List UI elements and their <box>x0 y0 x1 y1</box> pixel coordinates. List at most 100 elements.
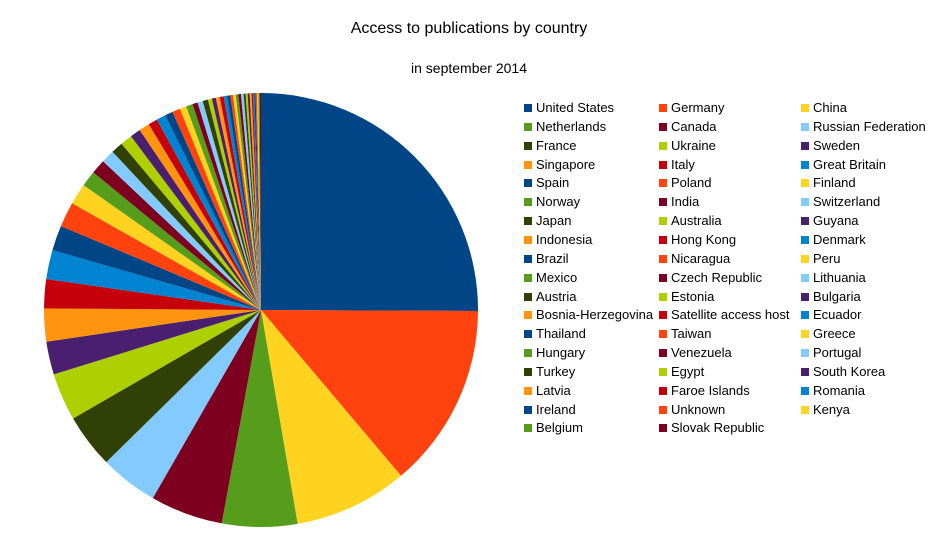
legend-swatch <box>524 141 532 150</box>
legend-swatch <box>659 235 667 244</box>
legend-label: Ecuador <box>813 307 862 323</box>
legend-swatch <box>659 349 667 358</box>
legend-swatch <box>659 367 667 376</box>
pie-slice-egypt <box>245 93 261 310</box>
legend-swatch <box>524 160 532 169</box>
legend-swatch <box>801 141 809 150</box>
pie-slice-portugal <box>240 93 261 310</box>
pie-slice-peru <box>179 106 261 310</box>
pie-slice-united-states <box>261 92 479 312</box>
legend-label: Lithuania <box>813 269 866 285</box>
legend-swatch <box>659 104 667 112</box>
legend-label: Unknown <box>671 401 726 417</box>
legend-swatch <box>659 424 667 433</box>
legend-swatch <box>524 292 532 301</box>
legend-label: Denmark <box>813 231 866 247</box>
legend-label: South Korea <box>813 363 886 379</box>
pie-slice-thailand <box>226 95 261 310</box>
pie-slice-ireland <box>254 93 261 310</box>
pie-slice-guyana <box>130 130 261 310</box>
legend-label: Slovak Republic <box>671 420 765 436</box>
legend-label: Peru <box>813 250 841 266</box>
legend-label: Latvia <box>536 382 571 398</box>
legend-swatch <box>524 367 532 376</box>
legend-swatch <box>524 273 532 282</box>
pie-slice-hungary <box>235 94 261 310</box>
legend-swatch <box>659 273 667 282</box>
legend-swatch <box>524 217 532 226</box>
pie-slice-satellite-access-host <box>219 96 261 311</box>
legend-label: Venezuela <box>671 345 732 361</box>
legend-swatch <box>659 217 667 226</box>
pie-slice-singapore <box>44 308 261 342</box>
legend-label: Faroe Islands <box>671 382 750 398</box>
legend-label: Canada <box>671 118 717 134</box>
legend-swatch <box>801 292 809 301</box>
legend-swatch <box>659 198 667 207</box>
pie-slice-canada <box>152 310 261 524</box>
legend-swatch <box>801 405 809 414</box>
pie-slice-mexico <box>186 104 261 310</box>
pie-slice-china <box>261 310 401 524</box>
legend-swatch <box>801 104 809 112</box>
pie-slice-india <box>93 161 262 310</box>
legend-label: United States <box>536 100 615 115</box>
legend-label: France <box>536 137 577 153</box>
pie-slice-bulgaria <box>211 97 261 311</box>
legend-swatch <box>801 160 809 169</box>
legend-label: Nicaragua <box>671 250 731 266</box>
legend-swatch <box>801 122 809 131</box>
pie-slice-netherlands <box>221 310 298 528</box>
legend-swatch <box>524 424 532 433</box>
pie-slice-taiwan <box>230 94 261 310</box>
pie-slice-slovak-republic <box>259 92 261 311</box>
pie-slice-south-korea <box>247 93 261 310</box>
pie-slice-nicaragua <box>172 108 261 310</box>
legend-swatch <box>801 273 809 282</box>
pie-slice-australia <box>121 136 262 310</box>
legend-label: Bosnia-Herzegovina <box>536 307 654 323</box>
legend-label: Singapore <box>536 156 596 172</box>
legend-swatch <box>801 235 809 244</box>
legend-label: Sweden <box>813 137 860 153</box>
legend-label: Romania <box>813 382 866 398</box>
legend-swatch <box>801 330 809 339</box>
legend-label: Turkey <box>536 363 576 379</box>
legend-swatch <box>659 386 667 395</box>
legend-label: Kenya <box>813 401 850 417</box>
legend-label: India <box>671 194 700 210</box>
legend-label: Norway <box>536 194 581 210</box>
pie-slice-ukraine <box>53 310 261 419</box>
legend-label: Hungary <box>536 345 586 361</box>
pie-slice-sweden <box>46 310 261 375</box>
legend-label: Thailand <box>536 326 586 342</box>
legend-label: Netherlands <box>536 118 607 134</box>
legend-label: Japan <box>536 213 572 229</box>
pie-slice-germany <box>261 310 478 476</box>
legend-label: Portugal <box>813 345 862 361</box>
legend-swatch <box>659 330 667 339</box>
legend-label: Italy <box>671 156 695 172</box>
legend-label: Indonesia <box>536 231 593 247</box>
legend-swatch <box>801 198 809 207</box>
legend-label: Czech Republic <box>671 269 763 285</box>
legend-swatch <box>801 349 809 358</box>
pie-slice-bosnia-herzegovina <box>215 96 261 310</box>
legend-label: Mexico <box>536 269 578 285</box>
pie-slice-norway <box>83 172 261 310</box>
legend-swatch <box>659 292 667 301</box>
pie-slice-indonesia <box>139 124 261 310</box>
legend-label: Finland <box>813 175 856 191</box>
legend-label: Egypt <box>671 363 705 379</box>
legend-label: Great Britain <box>813 156 886 172</box>
chart-subtitle: in september 2014 <box>411 60 527 76</box>
legend-label: Ireland <box>536 401 576 417</box>
legend-label: Belgium <box>536 420 583 436</box>
pie-slice-latvia <box>249 93 261 310</box>
legend-label: Taiwan <box>671 326 712 342</box>
legend-swatch <box>801 217 809 226</box>
legend-label: Poland <box>671 175 712 191</box>
legend-label: Spain <box>536 175 570 191</box>
legend-label: Satellite access host <box>671 307 790 323</box>
legend-swatch <box>659 122 667 131</box>
